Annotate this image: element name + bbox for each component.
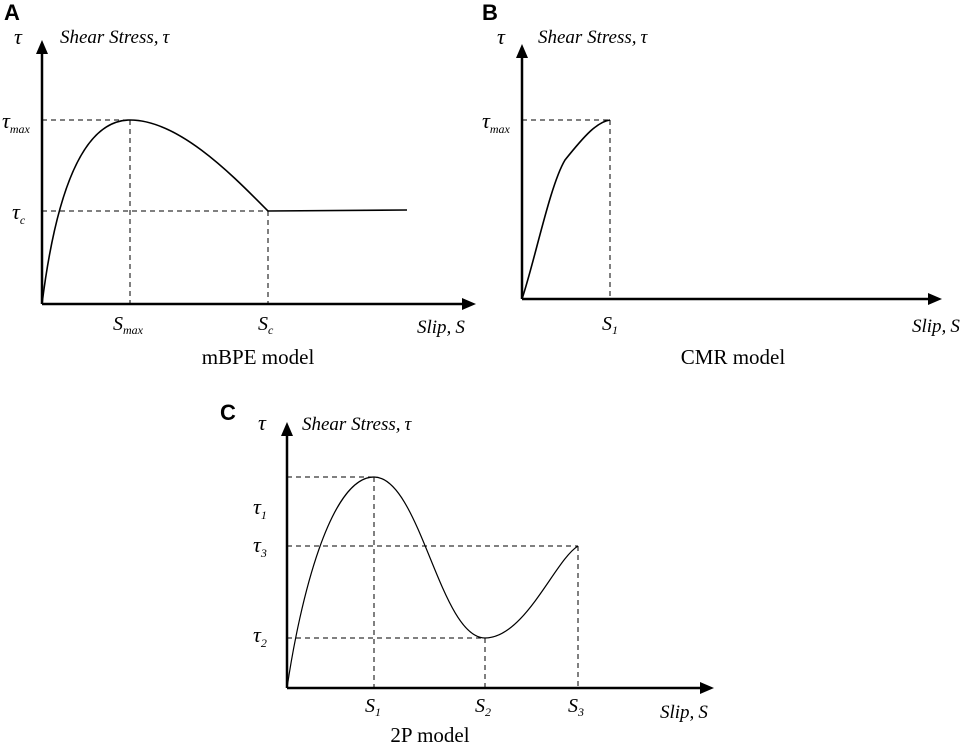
panel-a-x-title: Slip, S: [417, 317, 465, 338]
panel-a-x-title-symbol: S: [455, 317, 465, 338]
panel-a-x-title-text: Slip,: [417, 317, 451, 338]
panel-a-ytick-tau-max-base: τ: [2, 108, 11, 133]
panel-c-x-title-text: Slip,: [660, 702, 694, 723]
panel-c-ytick-tau2-base: τ: [253, 622, 262, 647]
panel-c-letter: C: [220, 400, 236, 425]
panel-c-ytick-tau2: τ2: [253, 622, 267, 650]
panel-a-ytick-tau-c-base: τ: [12, 199, 21, 224]
panel-c-ytick-tau1-sub: 1: [261, 508, 267, 522]
panel-c: C τ Shear Stress, τ Slip, S τ1 τ3 τ2: [220, 400, 714, 747]
panel-b-y-title-text: Shear Stress,: [538, 27, 637, 48]
panel-b-y-arrow: [516, 44, 528, 58]
panel-c-xtick-s3: S3: [568, 695, 584, 719]
panel-a-y-title-text: Shear Stress,: [60, 27, 159, 48]
panel-c-y-title: Shear Stress, τ: [302, 414, 413, 435]
panel-b-x-title: Slip, S: [912, 316, 960, 337]
panel-c-ytick-tau1-base: τ: [253, 494, 262, 519]
panel-a-caption: mBPE model: [202, 345, 315, 369]
panel-a-letter: A: [4, 0, 20, 25]
panel-c-ytick-tau3: τ3: [253, 532, 267, 560]
panel-a-y-arrow: [36, 40, 48, 54]
panel-b-xtick-s1: S1: [602, 313, 618, 337]
panel-b-letter: B: [482, 0, 498, 25]
panel-c-ytick-tau3-sub: 3: [260, 546, 267, 560]
panel-a-xtick-s-c-base: S: [258, 313, 268, 335]
panel-c-x-title-symbol: S: [698, 702, 708, 723]
panel-c-x-arrow: [700, 682, 714, 694]
panel-b-caption: CMR model: [681, 345, 786, 369]
panel-a-xtick-s-c-sub: c: [268, 323, 274, 337]
panel-b-xtick-s1-sub: 1: [612, 323, 618, 337]
panel-a-ytick-tau-c: τc: [12, 199, 26, 227]
panel-b-ytick-tau-max-sub: max: [490, 122, 511, 136]
panel-a-ytick-tau-max-sub: max: [10, 122, 31, 136]
panel-c-ytick-tau3-base: τ: [253, 532, 262, 557]
panel-b-ytick-tau-max-base: τ: [482, 108, 491, 133]
panel-a-y-title: Shear Stress, τ: [60, 27, 171, 48]
panel-c-xtick-s2-base: S: [475, 695, 485, 717]
panel-b-y-symbol: τ: [497, 24, 506, 49]
panel-a-x-arrow: [462, 298, 476, 310]
panel-c-y-symbol: τ: [258, 410, 267, 435]
panel-c-ytick-tau1: τ1: [253, 494, 267, 522]
panel-b-curve: [521, 119, 611, 300]
panel-c-xtick-s2: S2: [475, 695, 491, 719]
panel-a-xtick-s-max-base: S: [113, 313, 123, 335]
panel-b: B τ Shear Stress, τ Slip, S τmax S1 CMR mo…: [482, 0, 960, 369]
panel-a-xtick-s-max-sub: max: [123, 323, 144, 337]
panel-c-xtick-s1-base: S: [365, 695, 375, 717]
panel-c-xtick-s1: S1: [365, 695, 381, 719]
panel-b-y-title-symbol: τ: [641, 27, 649, 48]
panel-c-y-title-text: Shear Stress,: [302, 414, 401, 435]
panel-a-ytick-tau-max: τmax: [2, 108, 31, 136]
panel-c-xtick-s3-sub: 3: [577, 705, 584, 719]
panel-a-xtick-s-max: Smax: [113, 313, 144, 337]
panel-c-ytick-tau2-sub: 2: [261, 636, 267, 650]
panel-a: A τ Shear Stress, τ Slip, S τmax τc Smax: [2, 0, 476, 369]
panel-b-x-title-text: Slip,: [912, 316, 946, 337]
panel-b-ytick-tau-max: τmax: [482, 108, 511, 136]
panel-c-y-arrow: [281, 422, 293, 436]
panel-b-xtick-s1-base: S: [602, 313, 612, 335]
panel-c-y-title-symbol: τ: [405, 414, 413, 435]
panel-c-xtick-s3-base: S: [568, 695, 578, 717]
panel-c-x-title: Slip, S: [660, 702, 708, 723]
panel-a-curve: [41, 119, 408, 305]
panel-c-xtick-s1-sub: 1: [375, 705, 381, 719]
panel-b-x-arrow: [928, 293, 942, 305]
panel-a-ytick-tau-c-sub: c: [20, 213, 26, 227]
panel-b-y-title: Shear Stress, τ: [538, 27, 649, 48]
panel-a-y-symbol: τ: [14, 24, 23, 49]
panel-c-xtick-s2-sub: 2: [485, 705, 491, 719]
panel-b-x-title-symbol: S: [950, 316, 960, 337]
panel-a-y-title-symbol: τ: [163, 27, 171, 48]
panel-c-curve: [286, 476, 579, 689]
panel-c-caption: 2P model: [390, 723, 469, 747]
panel-a-xtick-s-c: Sc: [258, 313, 274, 337]
